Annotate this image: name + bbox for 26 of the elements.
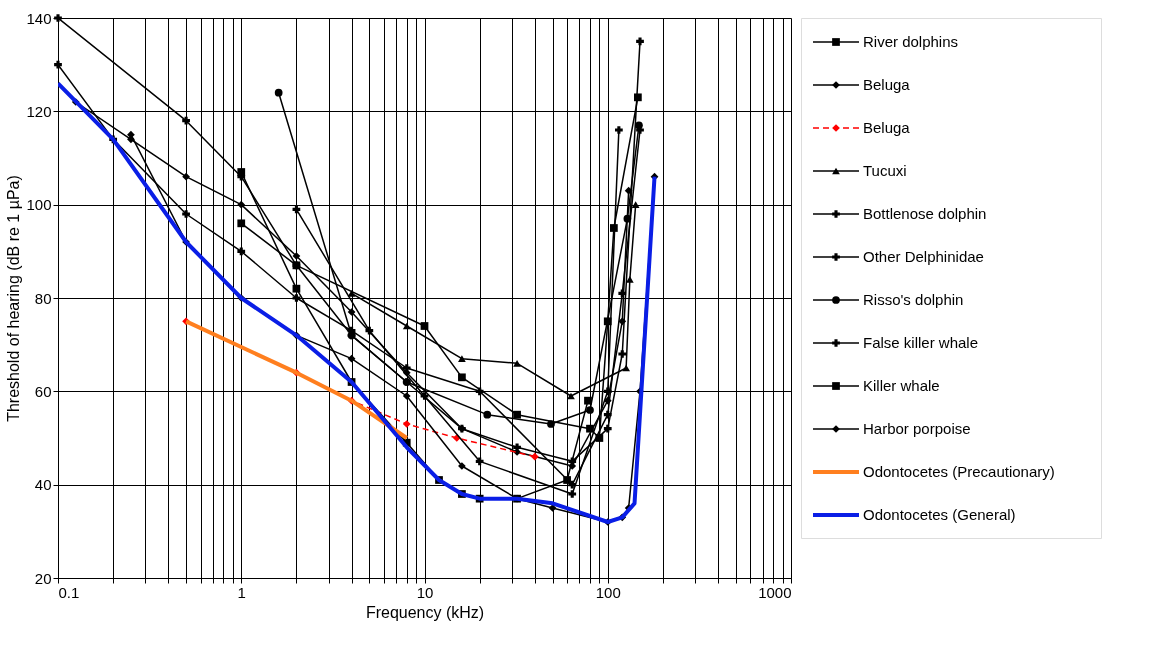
- x-tick-label: 10: [416, 583, 434, 601]
- legend-label: Harbor porpoise: [863, 420, 971, 437]
- x-tick-label: 0.1: [58, 583, 80, 601]
- legend-label: Other Delphinidae: [863, 248, 984, 265]
- legend-label: Beluga: [863, 76, 911, 93]
- legend-label: Bottlenose dolphin: [863, 205, 987, 222]
- x-tick-label: 1000: [758, 583, 792, 601]
- y-tick-label: 60: [34, 382, 52, 400]
- x-tick-label: 100: [595, 583, 621, 601]
- y-tick-label: 140: [26, 9, 52, 27]
- legend-label: Odontocetes (Precautionary): [863, 463, 1055, 480]
- y-axis-title: Threshold of hearing (dB re 1 µPa): [5, 175, 23, 422]
- y-tick-label: 40: [34, 476, 52, 494]
- legend-label: Beluga: [863, 119, 911, 136]
- legend-label: Risso's dolphin: [863, 291, 964, 308]
- y-tick-label: 100: [26, 196, 52, 214]
- y-tick-label: 80: [34, 289, 52, 307]
- legend-label: Tucuxi: [863, 162, 907, 179]
- legend-label: Odontocetes (General): [863, 506, 1016, 523]
- legend-label: False killer whale: [863, 334, 979, 351]
- legend-label: Killer whale: [863, 377, 940, 394]
- x-axis-title: Frequency (kHz): [365, 603, 485, 621]
- y-tick-label: 120: [26, 102, 52, 120]
- y-tick-label: 20: [34, 569, 52, 587]
- x-tick-label: 1: [237, 583, 246, 601]
- legend-label: River dolphins: [863, 33, 959, 50]
